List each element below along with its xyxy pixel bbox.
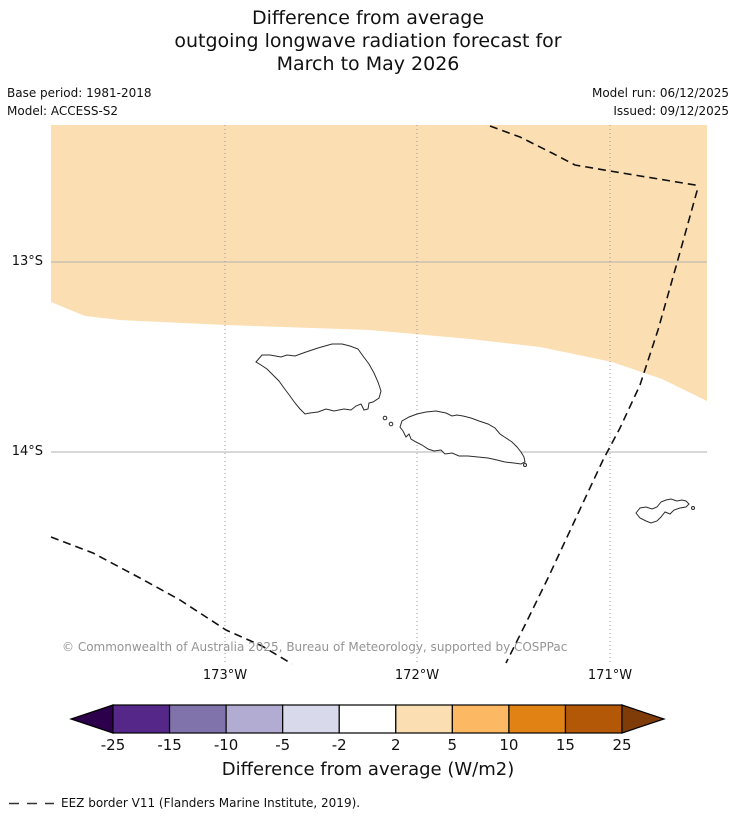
title-line-2: outgoing longwave radiation forecast for: [174, 30, 562, 52]
eez-border-south-west: [50, 536, 293, 665]
colorbar-seg-15-25: [564, 704, 623, 734]
colorbar-seg-2-5: [395, 704, 453, 734]
lon-label-172W: 172°W: [394, 668, 440, 683]
colorbar-under-arrow: [69, 704, 114, 734]
meta-left: Base period: 1981-2018 Model: ACCESS-S2: [7, 84, 152, 120]
issued-text: Issued: 09/12/2025: [613, 104, 729, 118]
islet-east-tutuila: [691, 506, 695, 510]
colorbar-seg-neg15-neg10: [168, 704, 227, 734]
colorbar-seg-5-10: [451, 704, 510, 734]
cbar-tick-neg10: -10: [213, 736, 239, 754]
eez-border-north-east: [489, 125, 698, 664]
colorbar-seg-neg2-2: [338, 704, 397, 734]
cbar-tick-10: 10: [499, 736, 519, 754]
eez-dashed-line-sample: [9, 802, 54, 804]
eez-legend: EEZ border V11 (Flanders Marine Institut…: [8, 796, 360, 810]
cbar-tick-neg25: -25: [100, 736, 126, 754]
model-run-text: Model run: 06/12/2025: [591, 86, 729, 100]
cbar-tick-neg5: -5: [275, 736, 291, 754]
page-title: Difference from average outgoing longwav…: [0, 7, 736, 76]
cbar-tick-5: 5: [447, 736, 458, 754]
base-period-text: Base period: 1981-2018: [7, 86, 152, 100]
islet-manono: [388, 421, 394, 427]
island-tutuila: [635, 498, 690, 524]
meta-right: Model run: 06/12/2025 Issued: 09/12/2025: [592, 84, 729, 120]
colorbar-seg-neg10-neg5: [225, 704, 284, 734]
colorbar-seg-neg25-neg15: [112, 704, 171, 734]
lat-label-14S: 14°S: [11, 444, 43, 459]
eez-legend-text: EEZ border V11 (Flanders Marine Institut…: [61, 796, 361, 810]
lat-label-13S: 13°S: [11, 254, 43, 269]
lon-label-173W: 173°W: [202, 668, 248, 683]
islet-apolima: [382, 415, 388, 421]
model-text: Model: ACCESS-S2: [7, 104, 119, 118]
cbar-tick-15: 15: [555, 736, 575, 754]
colorbar: [69, 704, 666, 734]
title-line-1: Difference from average: [251, 7, 485, 29]
colorbar-seg-10-15: [508, 704, 567, 734]
colorbar-title: Difference from average (W/m2): [221, 759, 515, 780]
colorbar-over-arrow: [621, 704, 666, 734]
title-line-3: March to May 2026: [276, 53, 460, 75]
lon-label-171W: 171°W: [587, 668, 633, 683]
island-upolu: [399, 410, 526, 465]
cbar-tick-neg15: -15: [157, 736, 182, 754]
cbar-tick-2: 2: [391, 736, 401, 754]
cbar-tick-neg2: -2: [331, 736, 347, 754]
colorbar-seg-neg5-neg2: [282, 704, 340, 734]
shaded-anomaly-region: [51, 125, 707, 401]
cbar-tick-25: 25: [612, 736, 632, 754]
island-savaii: [255, 343, 382, 415]
copyright-text: © Commonwealth of Australia 2025, Bureau…: [62, 640, 568, 654]
islet-southeast-upolu: [523, 463, 527, 467]
